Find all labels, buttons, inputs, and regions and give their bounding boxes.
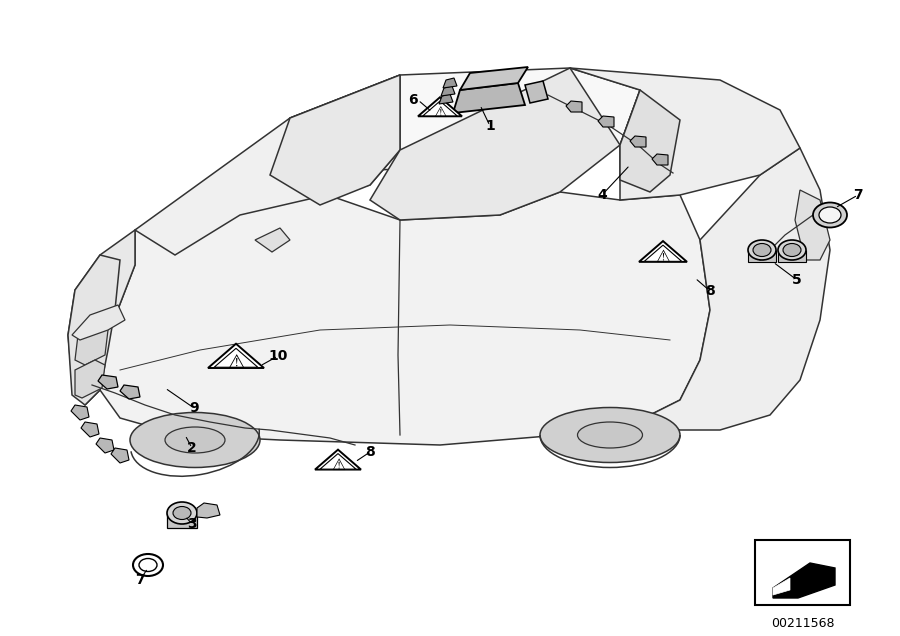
Ellipse shape (133, 554, 163, 576)
Polygon shape (525, 81, 548, 103)
Polygon shape (265, 68, 640, 172)
Polygon shape (748, 250, 776, 262)
Ellipse shape (783, 244, 801, 256)
Polygon shape (72, 305, 125, 340)
Polygon shape (443, 78, 457, 88)
Polygon shape (570, 68, 800, 200)
Polygon shape (640, 148, 830, 430)
Text: 8: 8 (365, 445, 375, 459)
Text: ⚠: ⚠ (655, 248, 670, 266)
Polygon shape (773, 578, 790, 595)
Polygon shape (214, 349, 257, 367)
Text: 1: 1 (485, 119, 495, 133)
Polygon shape (255, 228, 290, 252)
Text: 5: 5 (792, 273, 802, 287)
Polygon shape (652, 154, 668, 165)
Ellipse shape (753, 244, 771, 256)
Polygon shape (96, 438, 114, 453)
Polygon shape (778, 250, 806, 262)
Polygon shape (418, 97, 462, 116)
Polygon shape (620, 90, 680, 192)
Ellipse shape (778, 240, 806, 260)
Text: 7: 7 (853, 188, 863, 202)
Text: 8: 8 (705, 284, 715, 298)
Text: 7: 7 (135, 573, 145, 587)
Text: ⚠: ⚠ (331, 457, 345, 473)
Polygon shape (370, 68, 620, 220)
Text: 00211568: 00211568 (770, 617, 834, 630)
Polygon shape (320, 453, 356, 469)
Polygon shape (208, 343, 264, 368)
Text: 3: 3 (187, 517, 197, 531)
Text: ⚠: ⚠ (228, 352, 245, 371)
Ellipse shape (173, 506, 191, 520)
Ellipse shape (165, 427, 225, 453)
Text: 4: 4 (597, 188, 607, 202)
Ellipse shape (578, 422, 643, 448)
Ellipse shape (540, 408, 680, 462)
Polygon shape (120, 385, 140, 399)
Ellipse shape (139, 558, 157, 572)
Polygon shape (441, 86, 455, 96)
Polygon shape (270, 75, 400, 205)
Text: 6: 6 (409, 93, 418, 107)
Polygon shape (81, 422, 99, 437)
Polygon shape (75, 360, 105, 398)
Polygon shape (598, 116, 614, 127)
Polygon shape (68, 255, 120, 405)
Text: 2: 2 (187, 441, 197, 455)
Polygon shape (644, 245, 681, 261)
Polygon shape (167, 513, 197, 528)
FancyBboxPatch shape (755, 540, 850, 605)
Polygon shape (630, 136, 646, 147)
Polygon shape (135, 75, 400, 255)
Text: 9: 9 (189, 401, 199, 415)
Polygon shape (423, 101, 457, 116)
Polygon shape (71, 405, 89, 420)
Polygon shape (111, 448, 129, 463)
Polygon shape (75, 325, 108, 365)
Polygon shape (639, 241, 687, 262)
Polygon shape (460, 67, 528, 90)
Polygon shape (100, 175, 710, 445)
Polygon shape (453, 83, 525, 113)
Ellipse shape (167, 502, 197, 524)
Ellipse shape (748, 240, 776, 260)
Polygon shape (773, 563, 835, 598)
Polygon shape (566, 101, 582, 112)
Text: 10: 10 (268, 349, 288, 363)
Polygon shape (197, 503, 220, 518)
Ellipse shape (813, 202, 847, 228)
Text: ⚠: ⚠ (433, 104, 446, 120)
Polygon shape (315, 450, 361, 469)
Polygon shape (98, 375, 118, 389)
Polygon shape (439, 94, 453, 104)
Ellipse shape (130, 413, 260, 467)
Polygon shape (795, 190, 830, 260)
Ellipse shape (819, 207, 841, 223)
Polygon shape (68, 230, 135, 405)
